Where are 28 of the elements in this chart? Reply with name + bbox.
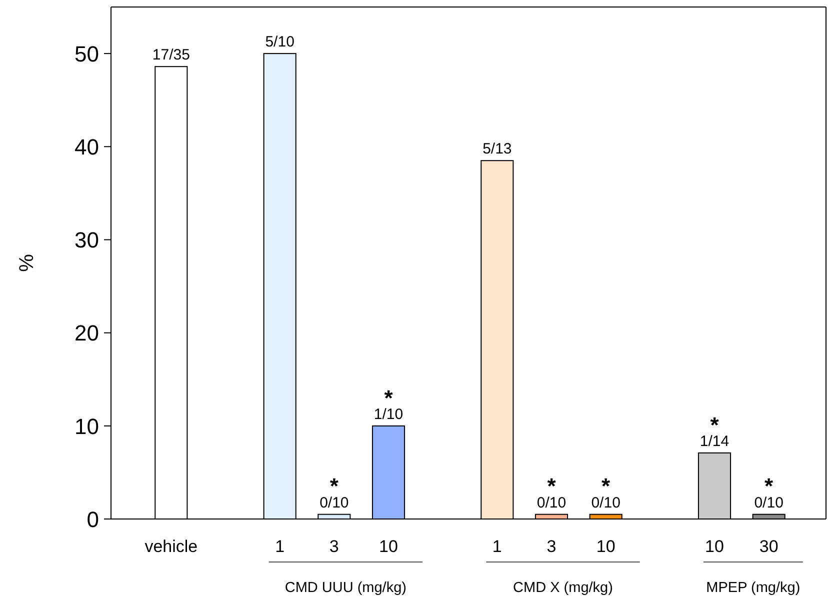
x-tick-label: 10 xyxy=(705,537,724,556)
x-tick-label: 1 xyxy=(275,537,285,556)
x-tick-label: vehicle xyxy=(144,537,198,556)
annotation: 17/35 xyxy=(152,46,190,64)
y-tick-label: 40 xyxy=(74,134,99,160)
x-tick-label: 10 xyxy=(596,537,616,556)
y-tick-label: 30 xyxy=(74,228,99,253)
x-tick-label: 3 xyxy=(546,537,556,556)
x-tick-label: 10 xyxy=(379,537,398,556)
annotation: 5/10 xyxy=(265,34,294,51)
text: MPEP (mg/kg) xyxy=(706,580,800,596)
x-tick-label: 30 xyxy=(759,537,778,556)
annotation: * 0/10 xyxy=(320,474,349,512)
annotation: 5/13 xyxy=(482,140,512,158)
text: CMD UUU (mg/kg) xyxy=(284,580,406,596)
x-tick-label: 3 xyxy=(329,537,339,556)
y-axis-title: % xyxy=(16,254,38,272)
y-tick-label: 20 xyxy=(74,320,99,346)
annotation: * 1/10 xyxy=(374,385,404,423)
y-tick-label: 50 xyxy=(74,41,99,66)
annotation: * 0/10 xyxy=(754,474,784,512)
y-tick-label: 10 xyxy=(74,414,99,439)
annotation: * 0/10 xyxy=(591,474,620,512)
annotation: * 1/14 xyxy=(700,412,730,450)
x-tick-label: 1 xyxy=(492,537,502,556)
text: CMD X (mg/kg) xyxy=(513,580,613,596)
annotation: * 0/10 xyxy=(536,474,566,512)
y-tick-label: 0 xyxy=(86,506,99,532)
